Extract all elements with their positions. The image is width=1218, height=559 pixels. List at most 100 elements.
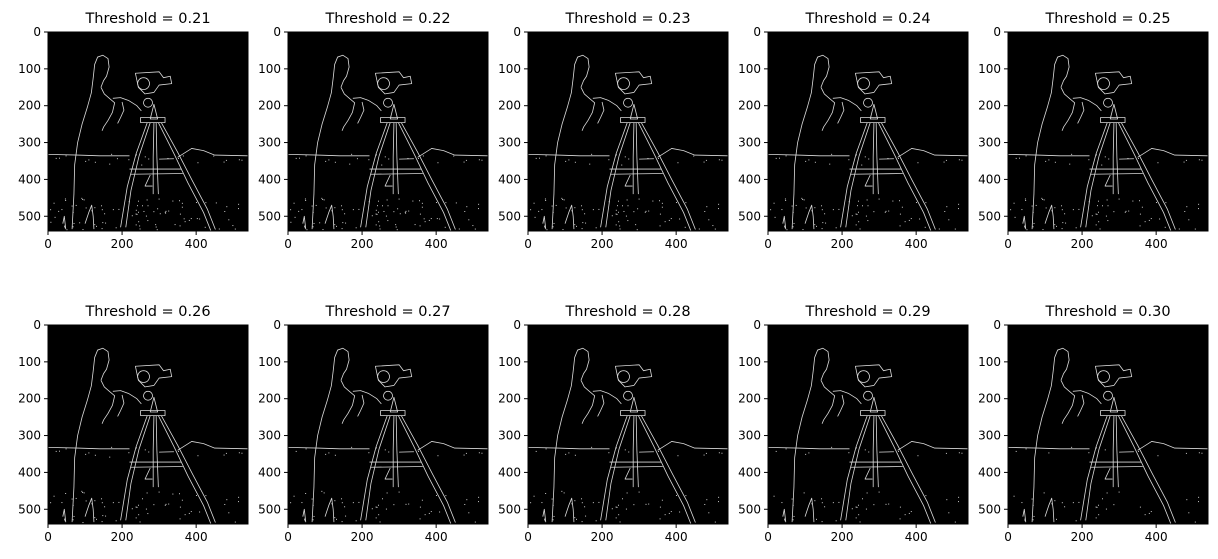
edge-speck [635,224,637,226]
edge-speck [368,452,370,454]
edge-speck [581,498,583,500]
y-tick-label: 100 [258,355,281,369]
edge-speck [1185,159,1187,161]
edge-speck [659,506,661,508]
edge-speck [305,493,307,494]
edge-speck [301,502,303,504]
edge-image-background [1008,325,1208,524]
edge-speck [848,159,850,161]
edge-line [1112,415,1115,488]
edge-speck [223,161,225,163]
edge-speck [835,227,837,229]
edge-speck [1096,506,1098,508]
edge-speck [112,502,114,504]
edge-speck [1026,229,1028,231]
subplot-6: Threshold = 0.26 0 200 400 0 100 200 300 400 500 [18,304,249,544]
edge-speck [1010,209,1012,211]
edge-speck [376,506,378,508]
edge-speck [1113,504,1115,506]
edge-speck [157,208,159,210]
edge-line [1104,174,1113,187]
edge-speck [414,224,416,226]
edge-line [140,410,166,417]
edge-speck [637,208,639,210]
edge-speck [1102,205,1103,207]
edge-speck [608,159,610,161]
edge-speck [858,211,860,213]
edge-speck [592,209,594,211]
edge-line [384,467,393,480]
edge-speck [1013,495,1015,497]
edge-line [869,396,879,413]
edge-speck [408,210,410,212]
edge-speck [1105,215,1107,217]
edge-line [112,97,142,112]
edge-speck [948,512,950,514]
edge-speck [786,229,788,231]
edge-speck [638,491,640,493]
y-tick-label: 100 [498,355,521,369]
edge-speck [368,201,370,203]
edge-speck [305,200,307,201]
y-tick-label: 400 [738,465,761,479]
edge-speck [530,502,532,504]
edge-speck [581,228,583,230]
edge-line [158,122,212,232]
edge-speck [622,205,623,207]
x-tick-label: 200 [591,530,614,544]
edge-speck [101,228,103,230]
edge-speck [1013,202,1015,204]
x-tick-label: 0 [764,237,772,251]
edge-speck [1104,156,1106,158]
edge-image-background [528,32,728,231]
edge-speck [1088,159,1090,161]
edge-speck [422,155,424,157]
edge-speck [439,218,441,220]
edge-speck [465,159,467,161]
edge-speck [785,155,787,157]
edge-speck [153,504,155,506]
edge-speck [584,213,586,215]
edge-line [617,370,630,383]
x-tick-label: 0 [284,237,292,251]
edge-speck [293,202,295,204]
edge-line [614,71,653,95]
edge-speck [1078,208,1080,210]
edge-speck [1198,452,1200,454]
edge-speck [138,504,140,506]
edge-speck [328,159,330,161]
edge-line [897,441,969,451]
edge-speck [618,504,620,506]
edge-speck [615,506,617,508]
edge-line [1115,415,1119,488]
edge-speck [1201,452,1203,454]
edge-speck [617,200,619,202]
edge-speck [541,209,543,211]
y-tick-label: 200 [978,99,1001,113]
edge-speck [685,202,687,204]
x-tick-label: 400 [425,530,448,544]
edge-speck [334,517,336,519]
axes-frame [287,324,489,525]
edge-speck [223,454,225,456]
edge-speck [334,500,336,502]
edge-speck [1124,211,1126,213]
edge-speck [721,452,723,454]
edge-speck [792,226,794,228]
edge-speck [821,498,823,500]
edge-line [152,122,155,195]
edge-speck [1035,204,1037,206]
edge-speck [325,453,327,455]
edge-speck [405,503,407,505]
edge-line [374,71,413,95]
edge-speck [428,219,430,221]
edge-speck [1144,514,1146,516]
edge-speck [1056,225,1057,227]
edge-speck [1128,210,1130,212]
edge-line [143,390,153,401]
edge-speck [137,205,139,207]
edge-speck [865,215,867,217]
edge-speck [319,222,321,224]
edge-speck [1098,211,1100,213]
edge-line [782,508,787,523]
